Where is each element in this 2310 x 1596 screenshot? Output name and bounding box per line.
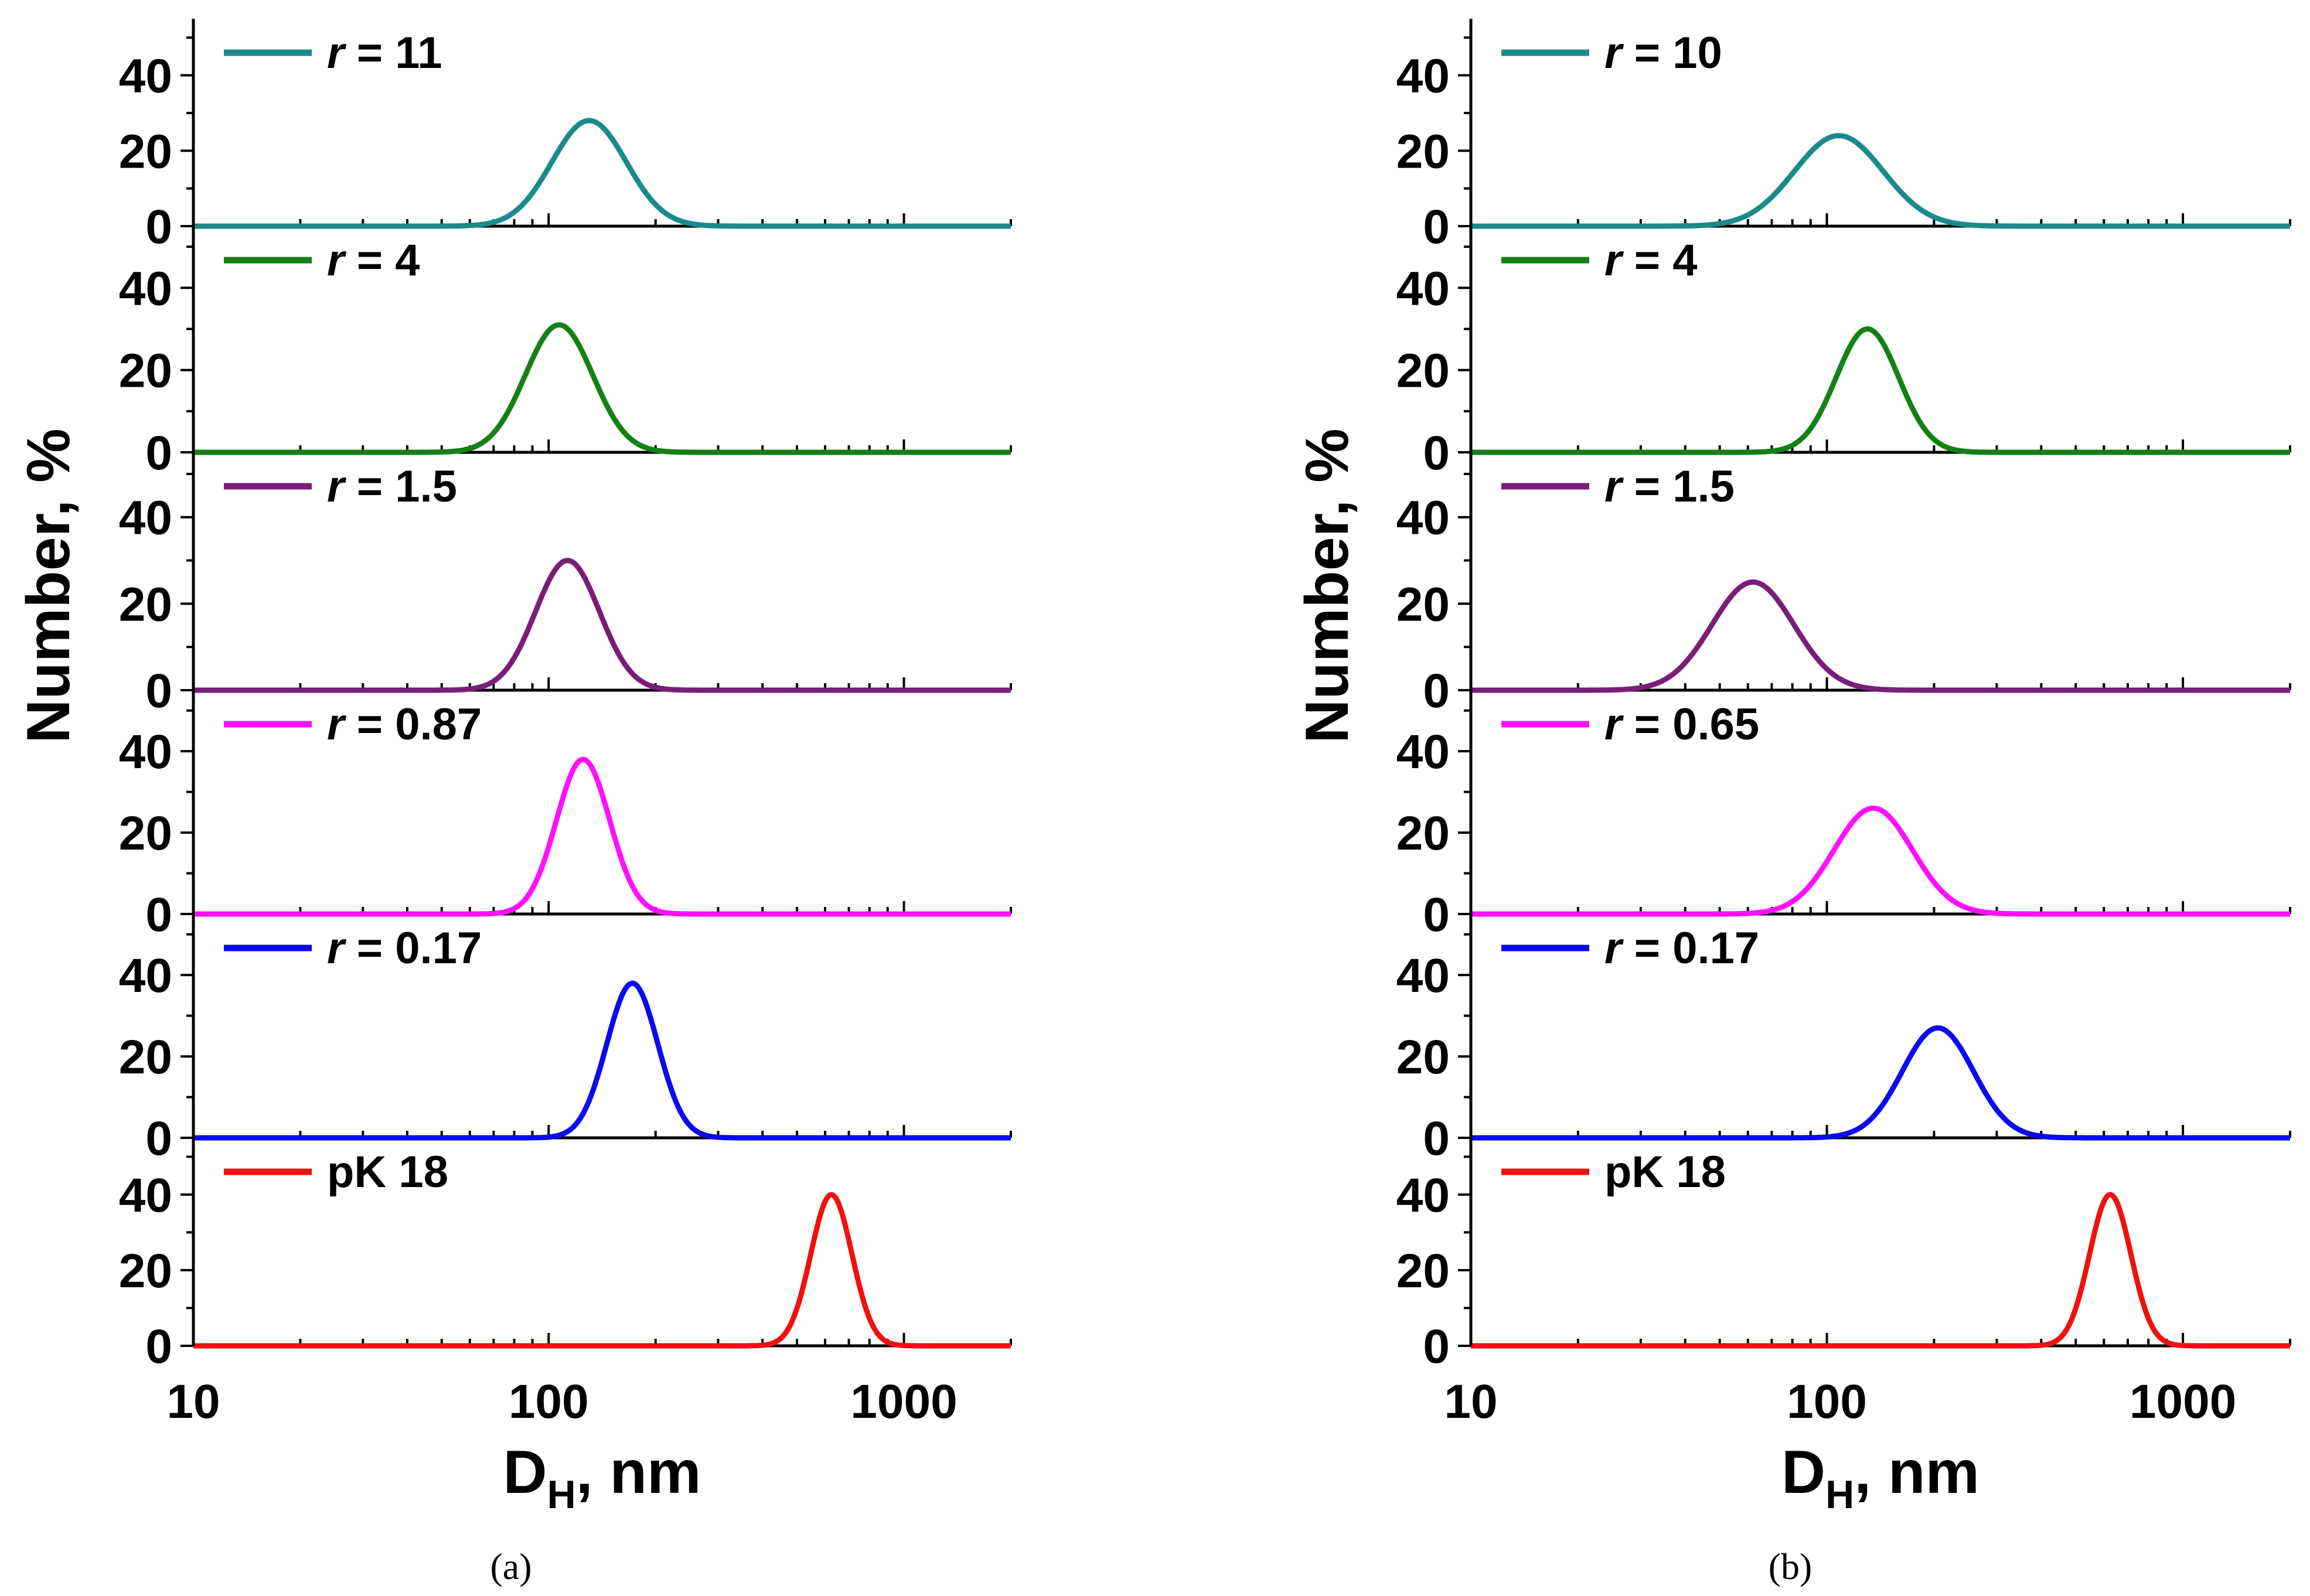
y-tick-label: 20: [1396, 345, 1450, 398]
subplot-1: 0 20 40 r = 11: [119, 28, 1012, 254]
y-tick-label: 20: [1396, 578, 1450, 631]
subplot-5: 0 20 40 r = 0.17: [119, 923, 1012, 1165]
subplot-6: 0 20 40 pK 18: [1396, 1147, 2291, 1373]
y-tick-label: 20: [1396, 807, 1450, 860]
legend-label: r = 1.5: [1604, 462, 1735, 511]
y-tick-label: 0: [145, 200, 172, 254]
subplot-2: 0 20 40 r = 4: [119, 236, 1012, 480]
series-line: [192, 756, 1012, 917]
y-tick-label: 0: [1423, 427, 1450, 480]
y-tick-label: 0: [145, 1112, 172, 1165]
series-line: [192, 118, 1012, 229]
y-tick-label: 40: [1396, 262, 1450, 315]
legend-label: pK 18: [327, 1147, 448, 1197]
x-tick-label: 10: [1444, 1375, 1497, 1428]
y-tick-label: 0: [1423, 664, 1450, 718]
y-tick-label: 20: [119, 1244, 172, 1298]
subplot-3: 0 20 40 r = 1.5: [1396, 462, 2291, 718]
y-tick-label: 20: [119, 578, 172, 631]
y-axis-title: Number, %: [1293, 428, 1361, 743]
series-line: [192, 980, 1012, 1141]
y-tick-label: 0: [145, 664, 172, 718]
subplot-4: 0 20 40 r = 0.87: [119, 700, 1012, 942]
y-tick-label: 40: [119, 492, 172, 545]
panel-label: (b): [1769, 1546, 1812, 1587]
y-tick-label: 0: [1423, 1112, 1450, 1165]
legend-label: r = 0.17: [1604, 923, 1759, 973]
y-tick-label: 40: [1396, 725, 1450, 779]
series-line: [192, 558, 1012, 693]
series-line: [192, 322, 1012, 455]
series-line: [1470, 1192, 2291, 1349]
legend-label: r = 4: [1604, 236, 1697, 285]
x-tick-label: 100: [509, 1375, 589, 1428]
series-line: [1470, 1025, 2291, 1141]
x-axis-title: DH, nm: [1781, 1438, 1979, 1517]
legend-label: r = 11: [327, 28, 442, 78]
legend-label: r = 1.5: [327, 462, 457, 511]
panel-label: (a): [490, 1546, 531, 1587]
y-tick-label: 20: [1396, 125, 1450, 178]
legend-label: r = 0.17: [327, 923, 482, 973]
chart-panel-a: 0 20 40 r = 11 0 20 40 r = 4 0 20 40 r = 1.5 0 20 40 r …: [15, 19, 1012, 1587]
series-line: [1470, 133, 2291, 229]
y-tick-label: 0: [145, 427, 172, 480]
y-tick-label: 40: [119, 262, 172, 315]
y-tick-label: 20: [119, 125, 172, 178]
subplot-4: 0 20 40 r = 0.65: [1396, 700, 2291, 942]
y-tick-label: 40: [1396, 492, 1450, 545]
subplot-3: 0 20 40 r = 1.5: [119, 462, 1012, 718]
chart-panel-b: 0 20 40 r = 10 0 20 40 r = 4 0 20 40 r = 1.5 0 20 40 r …: [1293, 19, 2291, 1587]
series-line: [1470, 326, 2291, 455]
subplot-2: 0 20 40 r = 4: [1396, 236, 2291, 480]
y-tick-label: 0: [1423, 200, 1450, 254]
series-line: [1470, 805, 2291, 917]
y-tick-label: 40: [119, 725, 172, 779]
legend-label: r = 0.65: [1604, 700, 1759, 749]
x-tick-label: 100: [1787, 1375, 1867, 1428]
legend-label: r = 10: [1604, 28, 1722, 78]
subplot-6: 0 20 40 pK 18: [119, 1147, 1012, 1373]
y-tick-label: 20: [119, 1031, 172, 1084]
y-tick-label: 40: [1396, 949, 1450, 1002]
y-tick-label: 20: [119, 345, 172, 398]
y-tick-label: 40: [1396, 50, 1450, 103]
series-line: [1470, 579, 2291, 693]
y-tick-label: 40: [119, 1169, 172, 1222]
legend-label: r = 4: [327, 236, 420, 285]
subplot-1: 0 20 40 r = 10: [1396, 28, 2291, 254]
legend-label: r = 0.87: [327, 700, 482, 749]
y-tick-label: 0: [145, 888, 172, 942]
x-tick-label: 1000: [2130, 1375, 2236, 1428]
y-tick-label: 0: [1423, 888, 1450, 942]
y-tick-label: 20: [1396, 1244, 1450, 1298]
y-axis-title: Number, %: [15, 428, 83, 743]
legend-label: pK 18: [1604, 1147, 1726, 1197]
y-tick-label: 40: [119, 949, 172, 1002]
x-axis-title: DH, nm: [503, 1438, 701, 1517]
x-tick-label: 1000: [850, 1375, 957, 1428]
y-tick-label: 40: [119, 50, 172, 103]
y-tick-label: 20: [1396, 1031, 1450, 1084]
subplot-5: 0 20 40 r = 0.17: [1396, 923, 2291, 1165]
y-tick-label: 0: [1423, 1320, 1450, 1373]
x-tick-label: 10: [166, 1375, 220, 1428]
y-tick-label: 40: [1396, 1169, 1450, 1222]
y-tick-label: 20: [119, 807, 172, 860]
y-tick-label: 0: [145, 1320, 172, 1373]
series-line: [192, 1192, 1012, 1349]
